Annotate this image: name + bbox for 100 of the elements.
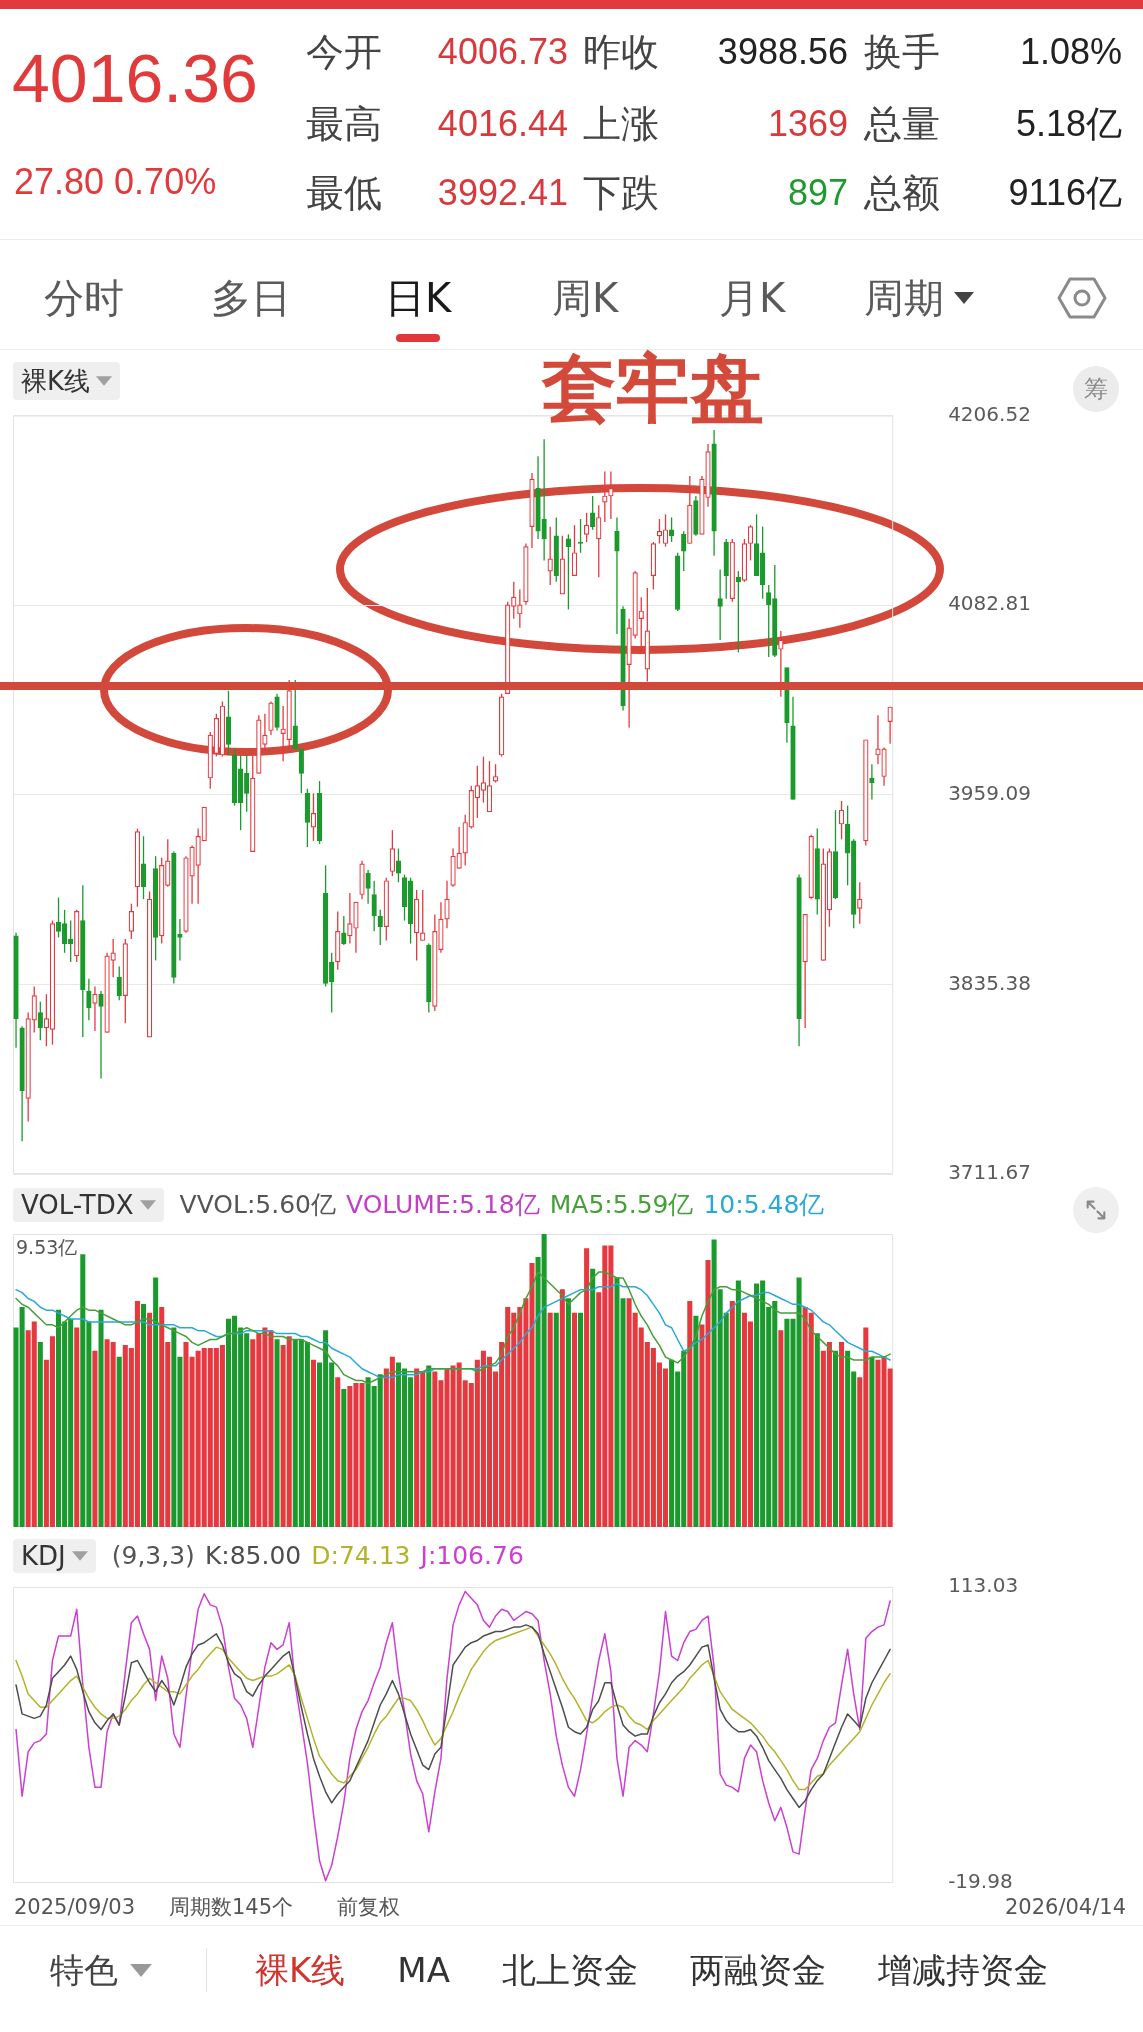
dropdown-box: VOL-TDX <box>13 1188 164 1222</box>
category-label: 最低 <box>306 170 382 216</box>
bar <box>92 1350 98 1527</box>
dropdown-box: 裸K线 <box>13 362 121 400</box>
candlestick <box>778 630 784 698</box>
candlestick <box>608 470 614 520</box>
candlestick <box>389 829 396 877</box>
candlestick <box>857 881 863 925</box>
chart-title: 裸K线 <box>21 366 91 396</box>
candlestick <box>365 869 371 905</box>
candlestick <box>869 763 875 801</box>
category-label: 上涨 <box>583 101 659 147</box>
candlestick <box>377 909 383 946</box>
text: VVOL:5.60亿 <box>179 1190 336 1220</box>
candlestick <box>747 524 754 562</box>
candlestick <box>116 965 122 1001</box>
text: 1369 <box>767 103 848 144</box>
text: 前复权 <box>337 1895 400 1919</box>
candlestick <box>832 809 839 900</box>
candlestick <box>456 826 462 870</box>
bar <box>335 1377 341 1527</box>
bar <box>153 1277 159 1527</box>
candlestick <box>577 518 584 554</box>
category-label: 北上资金 <box>501 1950 638 1990</box>
bar <box>74 1327 80 1527</box>
candlestick <box>31 985 37 1034</box>
candlestick <box>244 754 250 813</box>
candlestick <box>280 705 286 762</box>
candlestick <box>681 530 687 572</box>
candlestick <box>596 504 602 578</box>
text: 5.18亿 <box>1015 103 1122 144</box>
category-label: 多日 <box>211 274 291 322</box>
chart-title: KDJ <box>21 1541 66 1571</box>
bar <box>116 1356 122 1527</box>
candlestick <box>583 512 590 543</box>
bar <box>426 1365 432 1527</box>
bar <box>620 1298 626 1527</box>
bar <box>735 1280 741 1527</box>
annotation: 套牢盘 <box>542 345 764 431</box>
candlestick <box>310 792 317 842</box>
candlestick <box>371 880 377 932</box>
bar <box>310 1359 316 1527</box>
y-tick-label: 4082.81 <box>948 591 1031 616</box>
bar <box>729 1301 735 1527</box>
text: 10:5.48亿 <box>703 1190 825 1220</box>
bar <box>869 1356 875 1527</box>
category-label: 周期 <box>864 274 944 322</box>
candlestick <box>511 581 517 620</box>
text: K:85.00 <box>204 1541 302 1571</box>
category-label: 换手 <box>864 29 940 75</box>
bar <box>98 1309 104 1527</box>
candlestick <box>887 706 893 745</box>
text: VOLUME:5.18亿 <box>346 1190 540 1220</box>
text: 2025/09/03 <box>14 1895 136 1919</box>
y-tick-label: 4206.52 <box>948 401 1031 426</box>
category-label: 日K <box>384 274 452 322</box>
category-label: 分时 <box>44 274 124 322</box>
category-label: 总额 <box>864 170 940 216</box>
category-label: 裸K线 <box>255 1950 346 1990</box>
text: 27.80 0.70% <box>14 160 217 204</box>
text: MA5:5.59亿 <box>549 1190 694 1220</box>
text: 3988.56 <box>717 31 848 72</box>
candlestick <box>395 847 402 883</box>
candlestick <box>110 938 116 978</box>
candlestick <box>766 584 772 658</box>
candlestick <box>590 495 596 531</box>
candlestick <box>638 596 644 653</box>
candlestick <box>177 918 183 962</box>
text: 4016.44 <box>437 103 568 144</box>
candlestick <box>735 570 741 653</box>
candlestick <box>517 588 523 629</box>
bar <box>147 1312 153 1527</box>
candlestick <box>347 892 353 945</box>
bar <box>571 1312 578 1527</box>
candlestick <box>329 952 335 1014</box>
category-label: 今开 <box>306 29 382 75</box>
candlestick <box>571 524 578 577</box>
y-tick-label: 3959.09 <box>948 780 1031 805</box>
candlestick <box>826 847 833 928</box>
bar <box>553 1312 559 1527</box>
candlestick <box>341 915 347 946</box>
text: 周期数145个 <box>169 1895 294 1919</box>
text: (9,3,3) <box>111 1541 195 1571</box>
bar <box>37 1342 43 1527</box>
candlestick <box>668 516 675 543</box>
bar <box>584 1248 590 1527</box>
candlestick <box>225 690 232 756</box>
y-tick-label: -19.98 <box>948 1869 1013 1894</box>
text: D:74.13 <box>311 1541 411 1571</box>
bar <box>565 1298 571 1527</box>
round-button: 筹 <box>1073 366 1119 412</box>
candlestick <box>420 889 426 942</box>
candlestick <box>753 513 760 577</box>
category-label: 增减持资金 <box>877 1950 1048 1990</box>
candlestick <box>474 765 480 819</box>
text: 9116亿 <box>1008 172 1122 213</box>
candlestick <box>134 827 141 908</box>
bar <box>590 1268 596 1527</box>
chart-title: VOL-TDX <box>21 1190 134 1220</box>
bar <box>814 1333 820 1527</box>
